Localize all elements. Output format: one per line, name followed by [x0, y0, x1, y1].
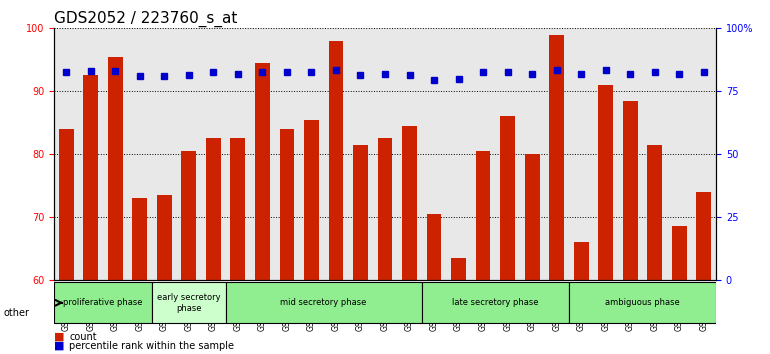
- Bar: [353, 145, 368, 280]
- Bar: [280, 129, 294, 280]
- Bar: [648, 145, 662, 280]
- Text: early secretory
phase: early secretory phase: [157, 293, 221, 313]
- Bar: [500, 116, 515, 280]
- Bar: [574, 242, 588, 280]
- Bar: [255, 63, 270, 280]
- Text: late secretory phase: late secretory phase: [452, 298, 539, 307]
- Text: percentile rank within the sample: percentile rank within the sample: [69, 341, 234, 351]
- Bar: [476, 151, 490, 280]
- FancyBboxPatch shape: [54, 282, 152, 324]
- Bar: [697, 192, 711, 280]
- Text: GDS2052 / 223760_s_at: GDS2052 / 223760_s_at: [54, 11, 237, 27]
- Bar: [672, 227, 687, 280]
- Text: ambiguous phase: ambiguous phase: [605, 298, 680, 307]
- Bar: [377, 138, 393, 280]
- Bar: [59, 129, 73, 280]
- Bar: [427, 214, 441, 280]
- Bar: [451, 258, 466, 280]
- Bar: [206, 138, 221, 280]
- Text: ■: ■: [54, 341, 65, 351]
- Bar: [182, 151, 196, 280]
- Bar: [132, 198, 147, 280]
- FancyBboxPatch shape: [569, 282, 716, 324]
- Text: other: other: [4, 308, 30, 318]
- FancyBboxPatch shape: [226, 282, 422, 324]
- Bar: [304, 120, 319, 280]
- Bar: [83, 75, 98, 280]
- FancyBboxPatch shape: [422, 282, 569, 324]
- Bar: [329, 41, 343, 280]
- Text: count: count: [69, 332, 97, 342]
- Bar: [157, 195, 172, 280]
- FancyBboxPatch shape: [152, 282, 226, 324]
- Bar: [402, 126, 417, 280]
- Bar: [549, 35, 564, 280]
- Text: proliferative phase: proliferative phase: [63, 298, 142, 307]
- Bar: [598, 85, 613, 280]
- Bar: [108, 57, 122, 280]
- Text: ■: ■: [54, 332, 65, 342]
- Bar: [525, 154, 540, 280]
- Bar: [623, 101, 638, 280]
- Text: mid secretory phase: mid secretory phase: [280, 298, 367, 307]
- Bar: [230, 138, 245, 280]
